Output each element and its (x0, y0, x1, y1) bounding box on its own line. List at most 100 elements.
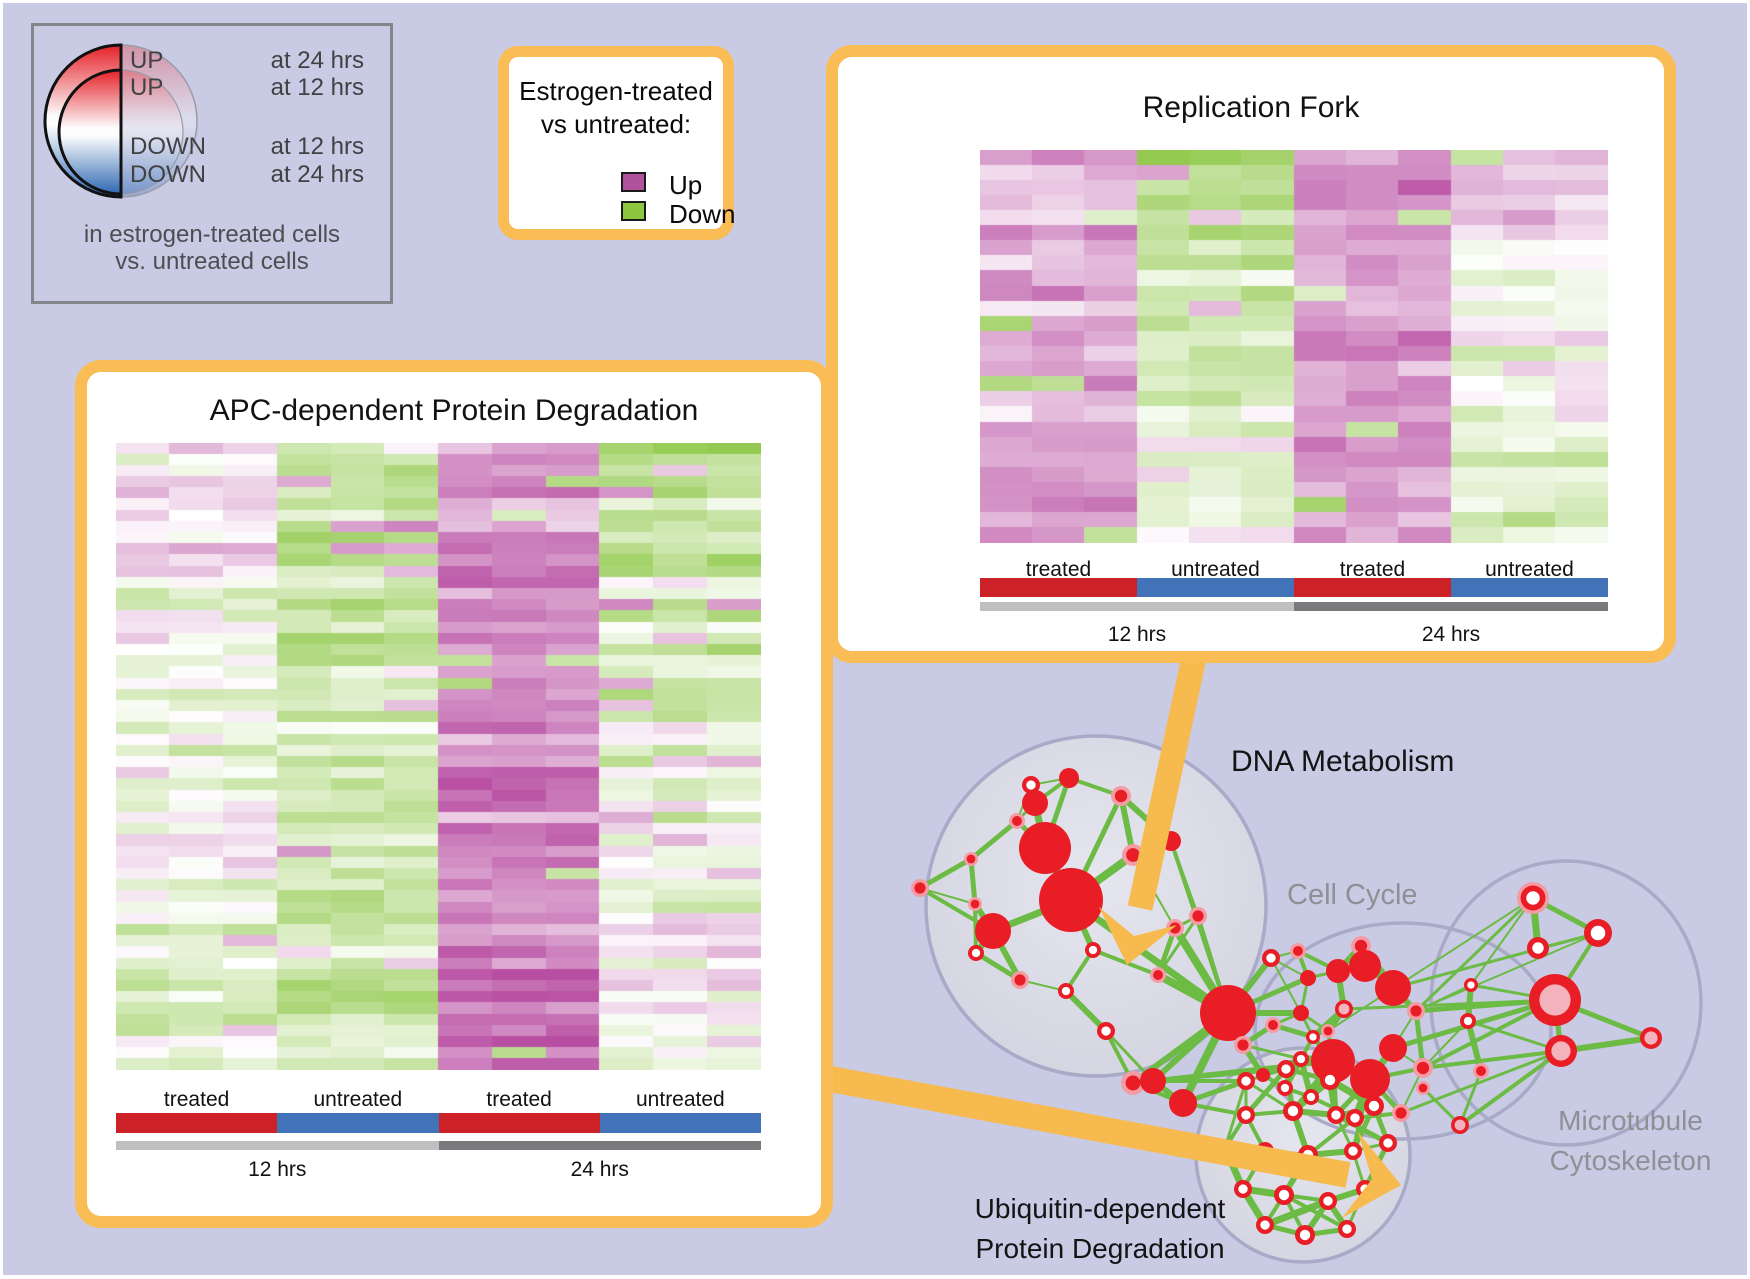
time-bar-24hrs (1294, 602, 1608, 611)
wheel-legend-box: UP at 24 hrs UP at 12 hrs DOWN at 12 hrs DOWN a… (31, 23, 393, 304)
gene-node (1293, 946, 1303, 956)
gene-node (1526, 891, 1540, 905)
wheel-time-label: at 24 hrs (270, 47, 364, 74)
gene-node (1278, 1189, 1290, 1201)
cluster-label-line: Ubiquitin-dependent (974, 1193, 1226, 1224)
gene-node (1101, 1026, 1111, 1036)
gene-node (1114, 789, 1128, 803)
gene-node (1311, 1039, 1355, 1083)
gene-node (1309, 1033, 1317, 1041)
gene-node (1350, 1059, 1390, 1099)
gene-node (1026, 780, 1036, 790)
up-label: Up (669, 170, 703, 200)
arrowhead-icon (1342, 1132, 1401, 1218)
cluster-outline-cell (1253, 921, 1553, 1141)
gene-node (1463, 1016, 1473, 1026)
apc-degradation-heatmap (116, 443, 761, 1070)
updown-legend-title: Estrogen-treated vs untreated: (509, 75, 723, 141)
gene-node (1022, 790, 1048, 816)
gene-node (1237, 1039, 1249, 1051)
network-edge (919, 887, 976, 905)
gene-node (914, 882, 926, 894)
gene-node (1299, 1229, 1311, 1241)
gene-node (1644, 1031, 1658, 1045)
updown-legend-item: Down (621, 199, 741, 229)
arrow-replication-fork-to-dna (1127, 650, 1208, 911)
gene-node (1019, 822, 1071, 874)
gene-node (970, 899, 980, 909)
network-edge (1169, 840, 1230, 1014)
network-edge (1458, 1049, 1563, 1127)
cluster-label-microtubule-cytoskeleton: Microtubule Cytoskeleton (1508, 1101, 1750, 1181)
cluster-label-line: Protein Degradation (975, 1233, 1225, 1264)
gene-node (1039, 868, 1103, 932)
condition-bar-treated (116, 1113, 278, 1133)
gene-node (1238, 1184, 1248, 1194)
gene-node (1296, 1054, 1306, 1064)
time-label-12hrs: 12 hrs (248, 1158, 307, 1181)
gene-node (1418, 1083, 1428, 1093)
wheel-direction-label: DOWN (130, 133, 206, 160)
cluster-label-cell-cycle: Cell Cycle (1287, 879, 1418, 911)
replication-fork-heatmap (980, 150, 1608, 543)
condition-label-untreated: untreated (313, 1088, 403, 1111)
time-label-24hrs: 24 hrs (1421, 623, 1481, 646)
updown-color-legend-box: Estrogen-treated vs untreated: Up Down (498, 46, 735, 240)
gene-node (966, 854, 976, 864)
gene-node (1379, 1034, 1407, 1062)
gene-node (1256, 1068, 1270, 1082)
network-edge (1244, 1067, 1288, 1117)
network-edge (1467, 1019, 1562, 1053)
network-edge (1064, 948, 1095, 993)
gene-node (1324, 1074, 1336, 1086)
gene-node (1350, 1113, 1360, 1123)
gene-node (1200, 985, 1256, 1041)
gene-node (1293, 1005, 1309, 1021)
gene-node (1306, 1092, 1316, 1102)
condition-label-treated: treated (1025, 558, 1092, 581)
gene-node (1590, 925, 1606, 941)
gene-node (1260, 1220, 1270, 1230)
gene-node (1395, 1107, 1407, 1119)
wheel-time-label: at 24 hrs (270, 161, 364, 188)
condition-bar-treated (438, 1113, 600, 1133)
gene-node (1153, 970, 1163, 980)
gene-node (1539, 984, 1571, 1016)
condition-bar-treated (980, 578, 1137, 597)
gene-node (1476, 1066, 1486, 1076)
gene-node (1551, 1041, 1571, 1061)
gene-node (971, 948, 981, 958)
panel-to-cluster-arrows (795, 650, 1401, 1218)
network-edge (1283, 1193, 1348, 1231)
network-edge (1422, 1049, 1562, 1070)
gene-node (1326, 959, 1350, 983)
gene-node (1059, 768, 1079, 788)
updown-legend-title-line1: Estrogen-treated (519, 76, 713, 106)
gene-node (1454, 1119, 1466, 1131)
gene-node (1088, 945, 1098, 955)
network-edge (1415, 984, 1472, 1012)
network-nodes (911, 768, 1662, 1245)
gene-node (1375, 970, 1411, 1006)
updown-legend-title-line2: vs untreated: (540, 109, 692, 139)
network-edge (918, 856, 973, 891)
gene-node (1348, 1146, 1358, 1156)
gene-node (1532, 942, 1544, 954)
gene-node (1169, 1089, 1197, 1117)
up-color-swatch (621, 172, 646, 192)
arrow-apc-to-ubiquitin (795, 1060, 1351, 1188)
network-edge (1392, 931, 1599, 990)
gene-node (1287, 1105, 1299, 1117)
gene-node (1410, 1005, 1422, 1017)
network-edge (1068, 897, 1231, 1016)
figure-background: DNA Metabolism Cell Cycle Microtubule Cy… (3, 3, 1747, 1275)
network-edge (1415, 932, 1599, 1012)
network-edge (1400, 1049, 1562, 1115)
gene-node (1354, 939, 1368, 953)
network-edge (1242, 1043, 1302, 1061)
gene-node (1266, 953, 1276, 963)
down-color-swatch (621, 201, 646, 221)
gene-node (1323, 1196, 1333, 1206)
network-edge (1334, 1112, 1390, 1146)
